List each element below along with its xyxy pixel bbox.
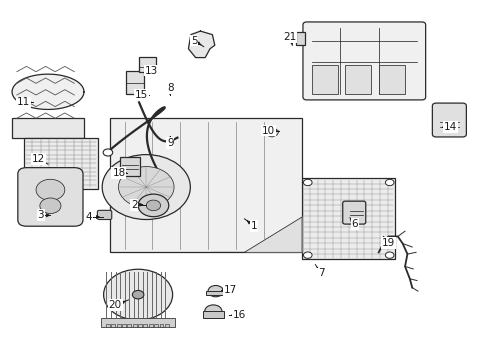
- FancyBboxPatch shape: [18, 168, 83, 226]
- Circle shape: [303, 179, 311, 186]
- Circle shape: [208, 285, 223, 297]
- Text: 19: 19: [381, 238, 394, 248]
- Circle shape: [385, 252, 393, 258]
- Text: 7: 7: [317, 269, 324, 279]
- Text: 2: 2: [131, 200, 137, 210]
- Text: 1: 1: [250, 221, 257, 231]
- Text: 6: 6: [351, 219, 357, 229]
- Circle shape: [146, 200, 160, 211]
- Circle shape: [102, 154, 190, 220]
- Text: 5: 5: [190, 36, 197, 46]
- Circle shape: [118, 167, 174, 207]
- Text: 13: 13: [144, 66, 157, 76]
- FancyBboxPatch shape: [342, 201, 365, 224]
- Bar: [110, 118, 302, 252]
- Bar: [120, 157, 140, 176]
- Text: 16: 16: [233, 310, 246, 320]
- Text: 3: 3: [38, 210, 44, 220]
- Bar: [148, 324, 152, 327]
- Text: 18: 18: [112, 168, 125, 178]
- Circle shape: [36, 179, 65, 201]
- Bar: [132, 324, 136, 327]
- Circle shape: [204, 305, 222, 318]
- Bar: [296, 32, 304, 45]
- Text: 12: 12: [32, 154, 45, 164]
- Text: 21: 21: [283, 32, 296, 42]
- Bar: [159, 324, 163, 327]
- Text: 15: 15: [135, 90, 148, 100]
- Bar: [154, 324, 158, 327]
- Text: 20: 20: [108, 300, 122, 310]
- Text: 9: 9: [166, 138, 173, 148]
- Bar: [12, 118, 84, 138]
- Text: 17: 17: [223, 285, 236, 295]
- Polygon shape: [12, 74, 84, 109]
- Bar: [143, 324, 147, 327]
- Circle shape: [40, 198, 61, 213]
- Bar: [345, 66, 371, 94]
- Polygon shape: [188, 31, 214, 58]
- Circle shape: [385, 179, 393, 186]
- Bar: [311, 66, 337, 94]
- Polygon shape: [210, 217, 302, 252]
- Circle shape: [138, 194, 168, 217]
- Bar: [138, 324, 142, 327]
- Text: 8: 8: [166, 83, 173, 93]
- Bar: [101, 318, 175, 327]
- Bar: [122, 324, 125, 327]
- Bar: [203, 311, 224, 318]
- Text: 10: 10: [262, 126, 274, 136]
- Bar: [24, 138, 98, 189]
- Bar: [117, 324, 121, 327]
- Circle shape: [103, 269, 172, 320]
- Text: 4: 4: [85, 212, 92, 222]
- Text: 14: 14: [443, 122, 456, 132]
- Bar: [111, 324, 115, 327]
- Bar: [302, 178, 395, 259]
- Bar: [127, 324, 131, 327]
- Circle shape: [103, 149, 112, 156]
- Circle shape: [132, 291, 143, 299]
- Bar: [206, 291, 225, 294]
- Bar: [164, 324, 168, 327]
- Polygon shape: [265, 129, 279, 137]
- Bar: [378, 66, 404, 94]
- FancyBboxPatch shape: [97, 210, 112, 220]
- FancyBboxPatch shape: [303, 22, 425, 100]
- Bar: [125, 71, 143, 94]
- Bar: [139, 57, 156, 72]
- Text: 11: 11: [17, 98, 30, 107]
- Bar: [106, 324, 110, 327]
- Circle shape: [303, 252, 311, 258]
- FancyBboxPatch shape: [431, 103, 466, 137]
